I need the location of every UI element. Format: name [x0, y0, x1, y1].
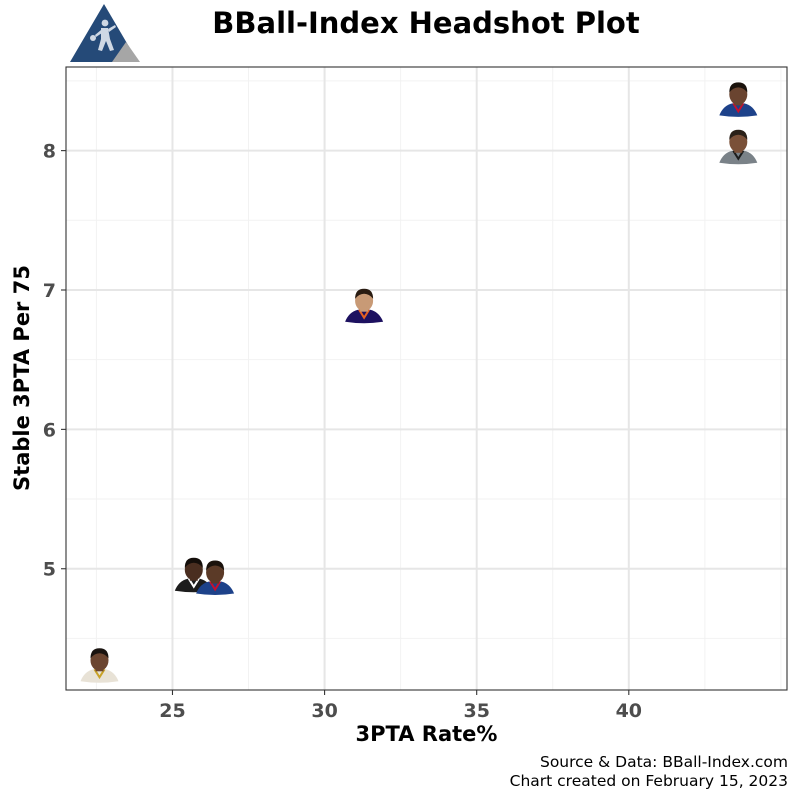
headshot-hair	[729, 82, 748, 93]
y-tick-label: 6	[43, 419, 56, 441]
plot-panel-border	[65, 66, 788, 691]
headshot-hair	[184, 557, 203, 568]
headshot-point-5	[719, 82, 758, 117]
x-tick-label: 25	[159, 700, 185, 722]
caption: Source & Data: BBall-Index.com Chart cre…	[510, 753, 788, 791]
headshot-collar	[732, 150, 745, 161]
headshot-point-6	[719, 129, 758, 165]
headshot-collar	[732, 102, 745, 114]
headshot-face	[729, 83, 748, 105]
headshot-hair	[729, 129, 748, 140]
headshot-collar	[187, 578, 200, 589]
headshot-face	[355, 290, 374, 312]
headshot-collar	[93, 668, 106, 680]
plot-panel	[66, 67, 787, 690]
headshot-face	[184, 559, 203, 581]
logo-player-figure	[90, 19, 116, 51]
headshot-hair	[90, 648, 109, 659]
headshot-point-3	[196, 560, 235, 595]
logo-gray-triangle	[112, 42, 140, 62]
headshot-face	[729, 131, 748, 153]
x-tick-label: 35	[463, 700, 489, 722]
caption-created: Chart created on February 15, 2023	[509, 772, 788, 790]
x-tick-label: 30	[311, 700, 337, 722]
headshot-face	[206, 562, 225, 583]
caption-source: Source & Data: BBall-Index.com	[539, 753, 788, 771]
y-axis-label: Stable 3PTA Per 75	[10, 265, 34, 491]
headshot-point-4	[345, 288, 384, 324]
x-tick-label: 40	[616, 700, 642, 722]
y-tick-label: 8	[43, 141, 56, 163]
bball-index-logo	[70, 4, 140, 62]
headshot-point-1	[80, 648, 119, 683]
chart-title: BBall-Index Headshot Plot	[212, 6, 640, 40]
headshot-face	[90, 649, 109, 671]
headshot-hair	[355, 288, 374, 299]
headshot-hair	[206, 560, 225, 571]
y-tick-label: 7	[43, 280, 56, 302]
headshot-collar	[209, 580, 221, 592]
x-axis-label: 3PTA Rate%	[355, 722, 498, 746]
headshot-collar	[358, 309, 370, 320]
y-tick-label: 5	[43, 559, 56, 581]
